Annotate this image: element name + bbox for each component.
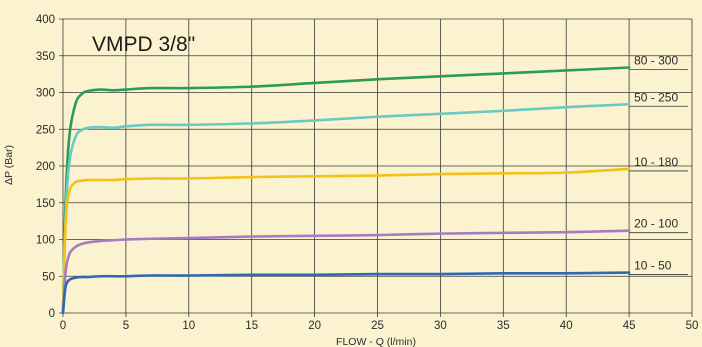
y-tick-label: 250 [36, 124, 55, 136]
x-axis-ticks: 0 5 10 15 20 25 30 35 40 45 50 [60, 320, 699, 332]
x-tick-label: 45 [623, 320, 636, 332]
x-axis-label: FLOW - Q (l/min) [336, 336, 416, 347]
x-tick-label: 40 [560, 320, 573, 332]
series-label: 10 - 180 [634, 155, 678, 169]
x-tick-label: 50 [686, 320, 699, 332]
series-label: 20 - 100 [634, 217, 678, 231]
x-tick-label: 15 [245, 320, 258, 332]
y-tick-label: 400 [36, 14, 55, 26]
series-line [61, 102, 631, 315]
y-tick-label: 200 [36, 161, 55, 173]
series-line [61, 229, 631, 315]
x-tick-label: 0 [60, 320, 66, 332]
series-labels: 80 - 300 50 - 250 10 - 180 20 - 100 10 - 50 [629, 54, 688, 275]
y-tick-label: 0 [49, 308, 55, 320]
y-tick-label: 350 [36, 51, 55, 63]
y-tick-label: 50 [42, 271, 55, 283]
x-tick-label: 5 [123, 320, 129, 332]
x-tick-label: 25 [371, 320, 384, 332]
y-axis-label: ΔP (Bar) [3, 145, 15, 185]
x-tick-label: 20 [308, 320, 321, 332]
series-label: 50 - 250 [634, 90, 678, 104]
chart-title: VMPD 3/8" [92, 33, 195, 56]
y-tick-label: 100 [36, 235, 55, 247]
series-lines [61, 66, 631, 315]
y-axis-ticks: 0 50 100 150 200 250 300 350 400 [36, 14, 55, 320]
y-tick-label: 300 [36, 88, 55, 100]
x-tick-label: 10 [182, 320, 195, 332]
series-label: 80 - 300 [634, 54, 678, 68]
series-label: 10 - 50 [634, 259, 672, 273]
x-tick-label: 35 [497, 320, 510, 332]
series-line [61, 66, 631, 315]
grid [59, 18, 693, 317]
series-line [61, 167, 631, 315]
series-line [61, 271, 631, 315]
y-tick-label: 150 [36, 198, 55, 210]
x-tick-label: 30 [434, 320, 447, 332]
